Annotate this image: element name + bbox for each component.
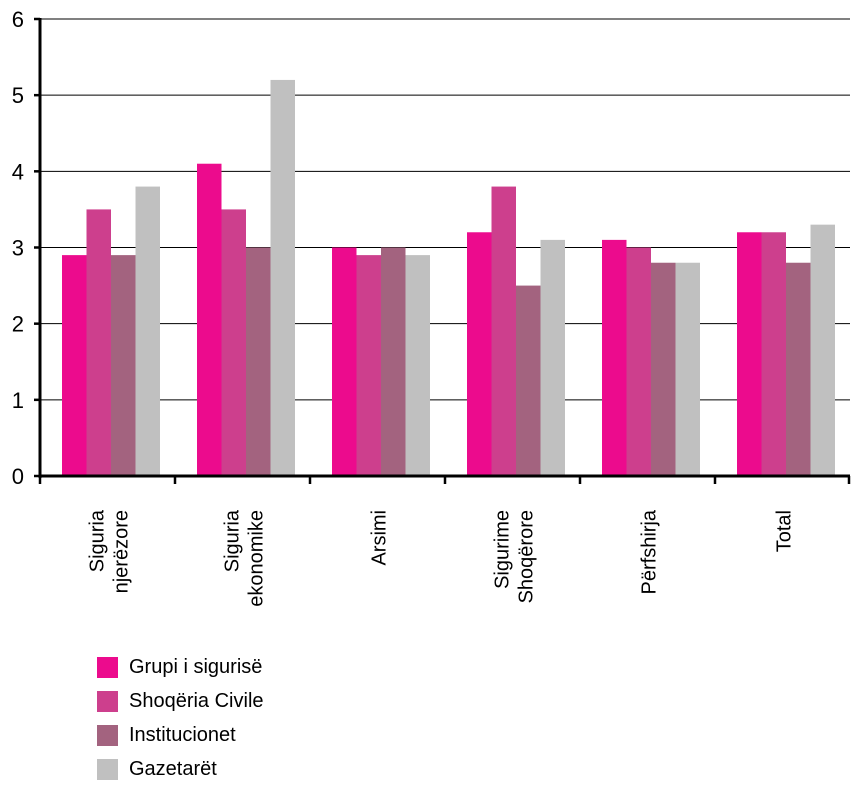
bar: [467, 232, 492, 476]
legend-swatch: [97, 657, 118, 678]
x-tick-label: Përfshirja: [639, 509, 661, 594]
y-tick-label: 5: [12, 83, 24, 108]
bar: [786, 262, 811, 476]
bar: [86, 209, 111, 476]
bar: [516, 285, 541, 476]
bar: [221, 209, 246, 476]
legend-swatch: [97, 691, 118, 712]
legend-label: Grupi i sigurisë: [129, 656, 263, 678]
y-tick-label: 2: [12, 312, 24, 337]
bar: [405, 255, 430, 476]
bar: [540, 239, 565, 476]
bar: [761, 232, 786, 476]
legend-label: Gazetarët: [129, 758, 217, 780]
bar: [197, 163, 222, 476]
bar: [135, 186, 160, 477]
bar: [381, 247, 406, 476]
bar: [626, 247, 651, 476]
bar: [332, 247, 357, 476]
legend-label: Institucionet: [129, 724, 236, 746]
x-tick-label: Siguria njerëzore: [87, 509, 133, 593]
y-tick-label: 6: [12, 7, 24, 32]
bar: [270, 79, 295, 476]
bar: [810, 224, 835, 476]
legend-swatch: [97, 725, 118, 746]
legend-swatch: [97, 759, 118, 780]
y-tick-label: 1: [12, 388, 24, 413]
x-tick-label: Arsimi: [369, 510, 391, 566]
bar: [651, 262, 676, 476]
bar: [62, 255, 87, 476]
y-tick-label: 4: [12, 159, 24, 184]
y-tick-label: 3: [12, 236, 24, 261]
x-tick-label: Total: [774, 510, 796, 552]
legend-label: Shoqëria Civile: [129, 690, 264, 712]
bar: [737, 232, 762, 476]
bar: [491, 186, 516, 477]
x-tick-label: Sigurime Shoqërore: [492, 510, 538, 603]
bar: [356, 255, 381, 476]
bar: [111, 255, 136, 476]
bar: [602, 239, 627, 476]
y-tick-label: 0: [12, 464, 24, 489]
bar-chart: 0 1 2 3 4 5 6 Siguria njerëzore Siguria ekonomike A…: [12, 7, 851, 607]
bar: [246, 247, 271, 476]
bar: [675, 262, 700, 476]
x-tick-label: Siguria ekonomike: [222, 509, 268, 607]
